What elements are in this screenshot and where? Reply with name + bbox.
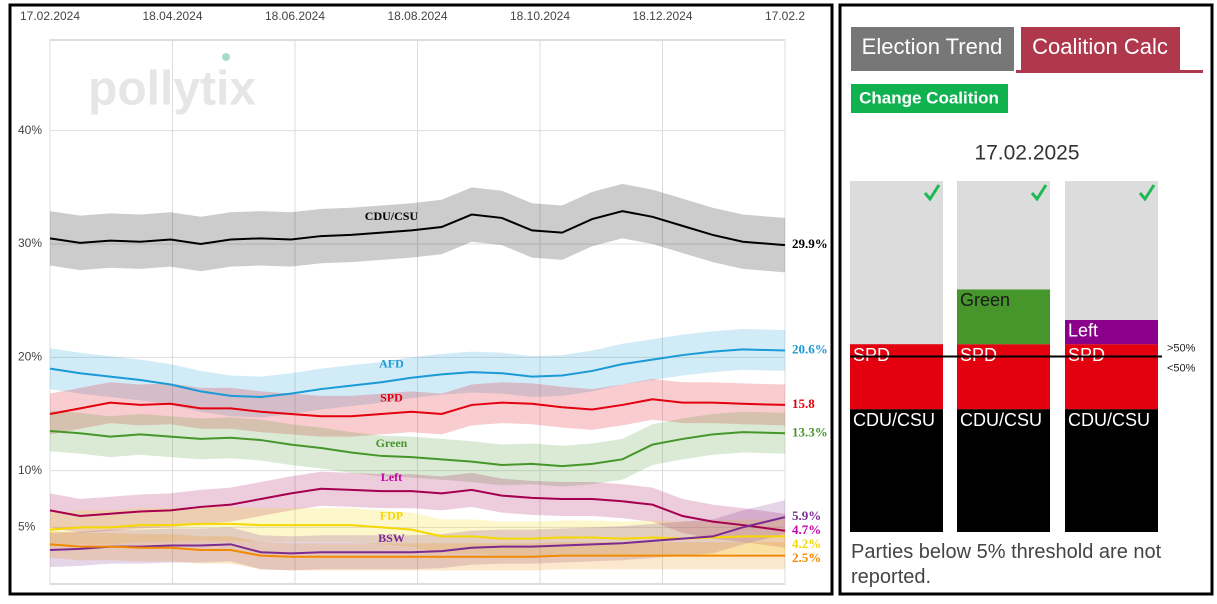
y-tick-label: 30% [18, 236, 42, 250]
seat-segment [1065, 344, 1158, 410]
coalition-date: 17.02.2025 [974, 142, 1079, 165]
confidence-band [50, 530, 785, 571]
y-tick-label: 40% [18, 123, 42, 137]
seat-segment [850, 344, 943, 410]
segment-label: CDU/CSU [1068, 410, 1150, 430]
series-label: FDP [380, 508, 403, 522]
end-label: 15.8 [792, 396, 815, 411]
confidence-band [50, 500, 785, 571]
series-label: Green [376, 436, 408, 450]
segment-label: Green [960, 290, 1010, 310]
x-tick-label: 18.10.2024 [510, 9, 570, 23]
series-label: BSW [378, 531, 405, 545]
confidence-band [50, 183, 785, 273]
trend-line [49, 516, 786, 555]
series-label: SPD [380, 390, 403, 404]
end-label: 5.9% [792, 508, 821, 523]
trend-line [49, 522, 785, 540]
coalition-calc: Election Trend Coalition Calc Change Coa… [850, 27, 1203, 532]
button[interactable] [851, 84, 1008, 113]
confidence-band [50, 410, 785, 487]
x-tick-label: 18.06.2024 [265, 9, 325, 23]
end-label: 2.5% [792, 550, 821, 565]
trend-line [49, 487, 786, 532]
end-label: 4.2% [792, 536, 821, 551]
seat-segment [957, 289, 1050, 345]
trend-line [49, 348, 786, 399]
end-label: 13.3% [792, 424, 828, 439]
watermark-dot [222, 53, 230, 61]
trend-line [49, 210, 786, 247]
tab-active[interactable] [1021, 27, 1180, 71]
tab-label[interactable]: Coalition Calc [1032, 34, 1168, 59]
seat-segment [850, 409, 943, 532]
end-label: 20.6% [792, 342, 828, 357]
y-tick-label: 20% [18, 350, 42, 364]
confidence-band [50, 471, 785, 548]
y-tick-label: 5% [18, 520, 36, 534]
footnote: Parties below 5% threshold are not repor… [851, 541, 1162, 588]
x-tick-label: 18.12.2024 [632, 9, 692, 23]
x-tick-label: 17.02.2 [765, 9, 805, 23]
segment-label: SPD [853, 345, 890, 365]
x-tick-label: 18.04.2024 [142, 9, 202, 23]
check-icon [1030, 184, 1048, 202]
x-tick-label: 17.02.2024 [20, 9, 80, 23]
segment-label: SPD [1068, 345, 1105, 365]
x-tick-label: 18.08.2024 [387, 9, 447, 23]
seat-segment [1065, 319, 1158, 345]
majority-label: >50% [1167, 342, 1196, 354]
segment-label: CDU/CSU [853, 410, 935, 430]
trend-line [49, 398, 786, 418]
seat-segment [957, 409, 1050, 532]
y-tick-label: 10% [18, 463, 42, 477]
button-label[interactable]: Change Coalition [859, 88, 999, 107]
seat-segment [1065, 409, 1158, 532]
check-icon [1138, 184, 1156, 202]
confidence-band [50, 378, 785, 437]
end-label: 29.9% [792, 236, 828, 251]
majority-label: <50% [1167, 362, 1196, 374]
series-label: CDU/CSU [365, 209, 419, 223]
end-label: 4.7% [792, 522, 821, 537]
series-label: AFD [379, 356, 404, 370]
seat-segment [957, 344, 1050, 410]
tab-underline [1016, 70, 1203, 73]
trend-chart: pollytix 5%10%20%30%40%17.02.2024 18.04.2… [18, 9, 828, 584]
trend-line [49, 543, 785, 558]
check-icon [923, 184, 941, 202]
segment-label: Left [1068, 321, 1098, 341]
tab-label[interactable]: Election Trend [862, 34, 1003, 59]
series-label: Left [381, 470, 402, 484]
tab[interactable] [851, 27, 1014, 71]
segment-label: CDU/CSU [960, 410, 1042, 430]
trend-line [49, 430, 786, 468]
segment-label: SPD [960, 345, 997, 365]
